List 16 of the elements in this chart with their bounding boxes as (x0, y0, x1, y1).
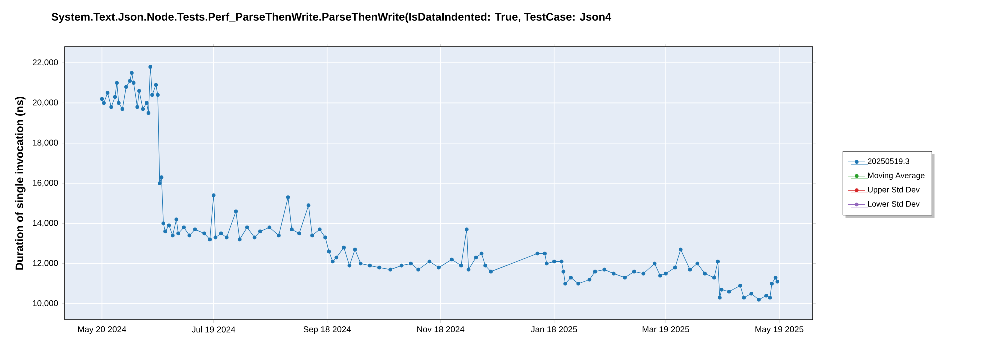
y-tick-label: 20,000 (33, 100, 58, 107)
x-tick-label: Nov 18 2024 (418, 326, 465, 332)
x-tick-label: Jan 18 2025 (531, 326, 578, 332)
x-tick-label: Jul 19 2024 (192, 326, 236, 333)
x-tick-label: Sep 18 2024 (304, 326, 352, 334)
x-tick-label: May 19 2025 (756, 326, 804, 334)
y-axis-title: Duration of single invocation (ns) (15, 96, 26, 270)
chart-title: System.Text.Json.Node.Tests.Perf_ParseThenWrite.ParseThenWrite(IsDataIndented: True, TestCase: Json4 (52, 12, 612, 24)
y-tick-label: 12,000 (33, 260, 58, 268)
y-tick-label: 18,000 (33, 140, 58, 147)
x-tick-label: Mar 19 2025 (642, 326, 690, 332)
x-tick-label: May 20 2024 (78, 326, 126, 334)
y-tick-label: 16,000 (33, 180, 58, 187)
y-tick-label: 14,000 (33, 220, 58, 228)
y-tick-label: 10,000 (33, 300, 58, 308)
y-tick-label: 22,000 (33, 60, 58, 67)
